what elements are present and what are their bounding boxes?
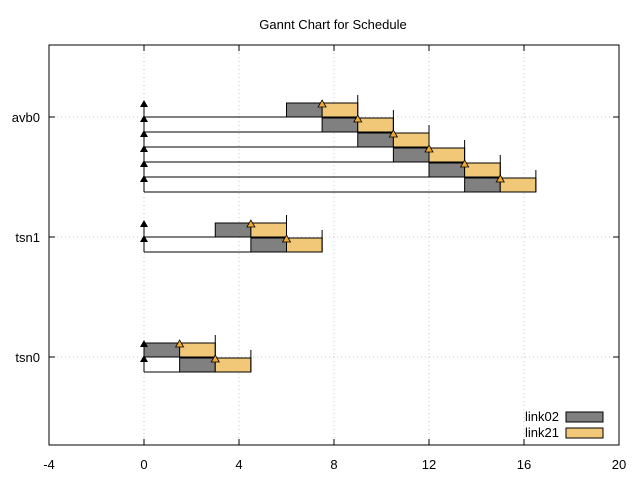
handover-marker <box>174 339 185 348</box>
release-marker <box>140 145 148 152</box>
release-marker <box>140 220 148 227</box>
handover-marker <box>281 234 292 243</box>
y-tick-label: avb0 <box>12 110 40 125</box>
bar-link02 <box>214 222 252 238</box>
bar-link02 <box>143 342 181 358</box>
bar-link21 <box>499 177 537 193</box>
release-marker <box>140 130 148 137</box>
release-marker <box>140 340 148 347</box>
bar-link02 <box>179 357 216 373</box>
release-marker <box>140 355 148 362</box>
release-marker <box>140 115 148 122</box>
release-marker <box>140 100 148 107</box>
handover-marker <box>353 114 363 123</box>
bar-link21 <box>464 162 501 178</box>
handover-marker <box>459 159 470 168</box>
x-tick-label: 12 <box>422 457 436 472</box>
bar-link02 <box>357 132 394 148</box>
x-tick-label: 0 <box>140 457 147 472</box>
bar-link02 <box>286 102 323 118</box>
x-tick-label: 8 <box>330 457 337 472</box>
legend-swatch <box>565 411 604 423</box>
bar-link21 <box>214 357 252 373</box>
handover-marker <box>246 219 256 228</box>
bar-link21 <box>250 222 287 238</box>
x-tick-label: 4 <box>235 457 242 472</box>
y-tick-label: tsn0 <box>15 350 40 365</box>
handover-marker <box>210 354 220 363</box>
y-tick-label: tsn1 <box>15 230 40 245</box>
task-bars <box>140 95 537 373</box>
bar-link21 <box>321 102 359 118</box>
x-tick-label: -4 <box>43 457 55 472</box>
release-marker <box>140 160 148 167</box>
bar-link02 <box>250 237 287 253</box>
x-tick-label: 16 <box>517 457 531 472</box>
legend-label: link02 <box>525 409 559 424</box>
bar-link02 <box>428 162 466 178</box>
axes: -4 0 4 8 12 16 20 tsn0 tsn1 avb0 <box>12 44 626 472</box>
handover-marker <box>424 144 434 153</box>
handover-marker <box>388 129 399 138</box>
handover-marker <box>317 99 327 108</box>
bar-link02 <box>392 147 430 163</box>
bar-link21 <box>357 117 394 133</box>
release-marker <box>140 175 148 182</box>
bar-link02 <box>464 177 501 193</box>
x-tick-label: 20 <box>612 457 626 472</box>
bar-link02 <box>321 117 359 133</box>
chart-title: Gannt Chart for Schedule <box>259 17 406 32</box>
bar-link21 <box>179 342 216 358</box>
release-marker <box>140 235 148 242</box>
bar-link21 <box>392 132 430 148</box>
handover-marker <box>495 174 505 183</box>
bar-link21 <box>286 237 323 253</box>
legend-label: link21 <box>525 425 559 440</box>
legend-swatch <box>565 427 604 439</box>
bar-link21 <box>428 147 466 163</box>
